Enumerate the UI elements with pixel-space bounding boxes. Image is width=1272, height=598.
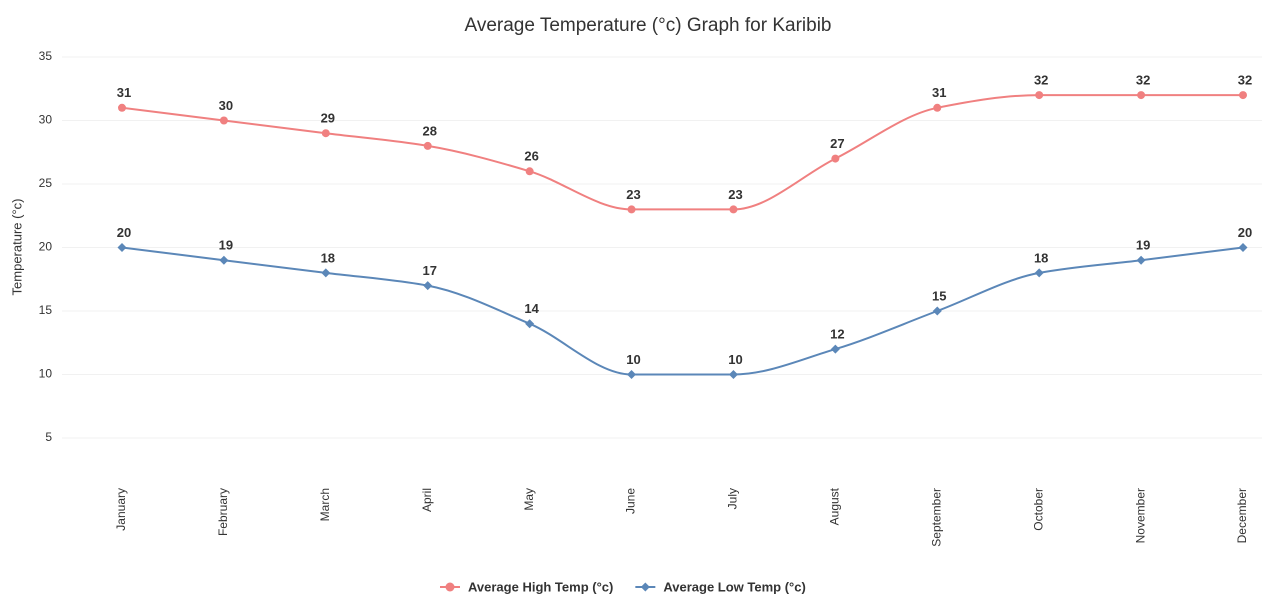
data-point bbox=[321, 129, 330, 138]
x-tick-label: December bbox=[1235, 488, 1249, 543]
y-tick-label: 5 bbox=[45, 430, 52, 444]
data-label: 27 bbox=[830, 136, 844, 151]
x-tick-label: April bbox=[420, 488, 434, 512]
data-label: 14 bbox=[524, 301, 539, 316]
data-point bbox=[627, 370, 637, 379]
data-label: 17 bbox=[422, 263, 436, 278]
data-point bbox=[423, 281, 433, 291]
data-label: 19 bbox=[1136, 238, 1150, 253]
x-tick-label: March bbox=[318, 488, 332, 521]
data-point bbox=[321, 268, 331, 278]
data-point bbox=[1136, 255, 1146, 265]
data-point bbox=[219, 116, 228, 125]
data-label: 20 bbox=[1238, 225, 1252, 240]
data-point bbox=[1034, 268, 1044, 278]
data-point bbox=[1239, 91, 1247, 100]
chart-title: Average Temperature (°c) Graph for Karib… bbox=[464, 15, 831, 36]
legend-label: Average Low Temp (°c) bbox=[663, 579, 805, 594]
y-tick-label: 20 bbox=[39, 240, 53, 254]
data-point bbox=[219, 255, 229, 265]
x-tick-label: May bbox=[522, 488, 536, 511]
x-tick-label: July bbox=[726, 488, 740, 509]
y-tick-label: 10 bbox=[39, 367, 53, 381]
legend-marker bbox=[445, 582, 455, 592]
x-tick-label: August bbox=[828, 487, 842, 525]
data-point bbox=[1137, 91, 1146, 100]
data-point bbox=[525, 319, 535, 329]
data-point bbox=[729, 205, 738, 214]
data-label: 31 bbox=[117, 85, 131, 100]
y-tick-label: 35 bbox=[39, 49, 53, 63]
x-tick-label: September bbox=[929, 488, 943, 547]
series-line bbox=[121, 94, 1243, 211]
y-tick-label: 25 bbox=[39, 176, 53, 190]
data-point bbox=[423, 141, 432, 150]
data-label: 32 bbox=[1238, 73, 1252, 88]
data-label: 10 bbox=[626, 352, 640, 367]
data-point bbox=[117, 243, 127, 252]
x-tick-label: June bbox=[624, 488, 638, 514]
data-label: 19 bbox=[219, 238, 233, 253]
series-line bbox=[121, 246, 1244, 376]
data-label: 32 bbox=[1136, 73, 1150, 88]
data-point bbox=[831, 154, 840, 163]
legend: Average High Temp (°c) Average Low Temp (… bbox=[440, 579, 806, 594]
data-label: 10 bbox=[728, 352, 742, 367]
data-label: 30 bbox=[219, 98, 233, 113]
data-label: 31 bbox=[932, 85, 946, 100]
data-label: 18 bbox=[1034, 250, 1048, 265]
data-label: 23 bbox=[728, 187, 742, 202]
data-label: 23 bbox=[626, 187, 640, 202]
y-tick-label: 30 bbox=[39, 113, 53, 127]
y-axis-label: Temperature (°c) bbox=[9, 199, 24, 296]
data-label: 32 bbox=[1034, 73, 1048, 88]
data-point bbox=[1238, 243, 1248, 252]
x-tick-label: November bbox=[1133, 488, 1147, 543]
data-label: 28 bbox=[422, 123, 436, 138]
x-tick-label: October bbox=[1031, 488, 1045, 531]
data-label: 12 bbox=[830, 327, 844, 342]
data-label: 26 bbox=[524, 149, 538, 164]
data-point bbox=[830, 344, 840, 354]
legend-marker bbox=[640, 582, 650, 592]
data-label: 18 bbox=[321, 250, 335, 265]
data-point bbox=[1035, 91, 1044, 100]
x-tick-label: January bbox=[114, 488, 128, 531]
legend-label: Average High Temp (°c) bbox=[468, 579, 613, 594]
data-point bbox=[933, 103, 942, 112]
data-label: 29 bbox=[321, 111, 335, 126]
data-point bbox=[728, 370, 738, 379]
data-point bbox=[118, 103, 126, 112]
data-point bbox=[932, 306, 942, 316]
data-point bbox=[627, 205, 636, 214]
data-label: 15 bbox=[932, 288, 946, 303]
y-tick-label: 15 bbox=[39, 303, 53, 317]
data-label: 20 bbox=[117, 225, 131, 240]
x-tick-label: February bbox=[216, 488, 230, 536]
data-point bbox=[525, 167, 534, 176]
